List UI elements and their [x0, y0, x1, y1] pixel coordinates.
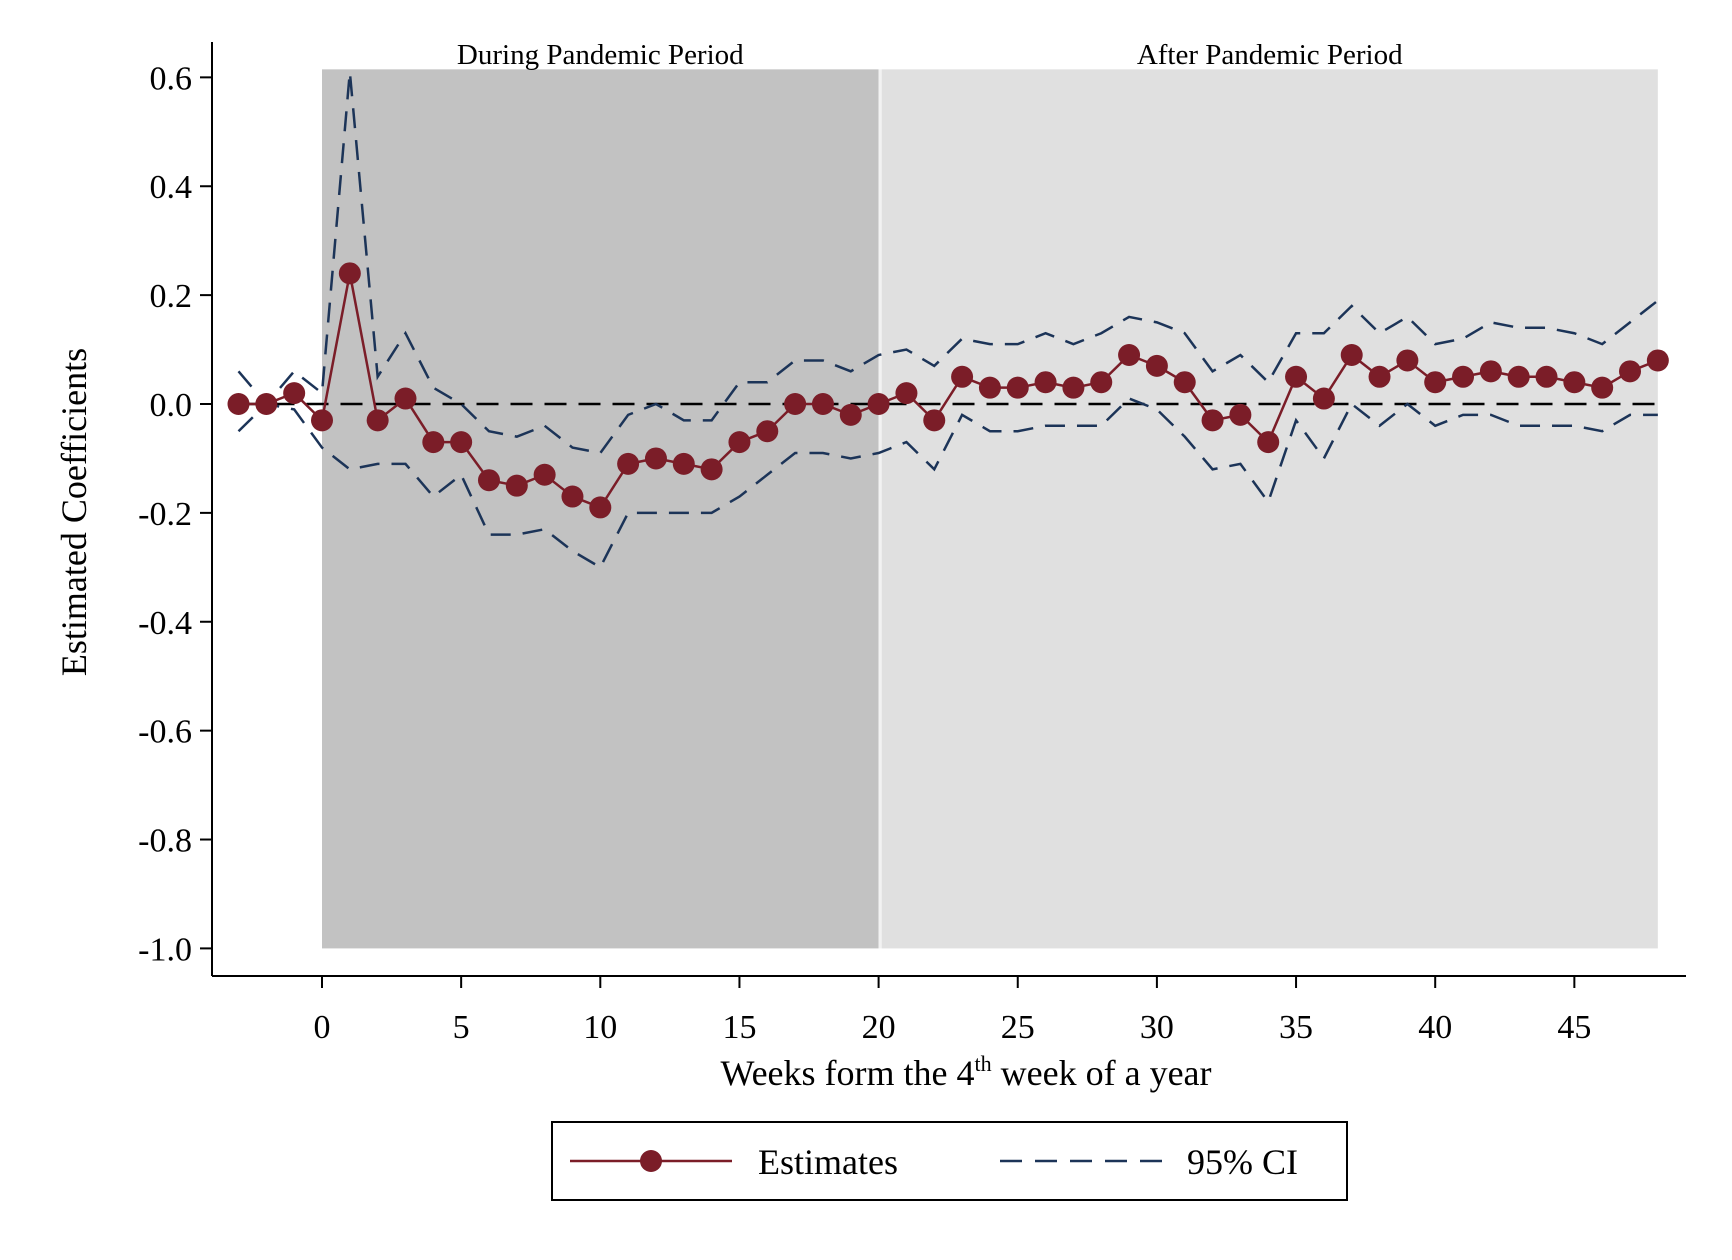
axes [211, 42, 1686, 977]
estimate-point [1006, 376, 1029, 399]
y-tick-label: 0.4 [150, 169, 193, 206]
period-shading [322, 69, 1658, 949]
estimate-point [1285, 365, 1308, 388]
ci-bands [237, 71, 1659, 570]
estimate-point [700, 458, 723, 481]
estimate-point [255, 393, 278, 415]
estimate-point [617, 452, 640, 475]
estimate-point [422, 431, 445, 454]
estimate-point [1452, 365, 1475, 388]
x-tick-label: 40 [1418, 1009, 1452, 1046]
estimate-point [1535, 365, 1558, 388]
legend: Estimates 95% CI [551, 1121, 1348, 1201]
y-axis-label: Estimated Coefficients [54, 348, 94, 676]
estimates-series [227, 262, 1669, 519]
x-tick-label: 10 [583, 1009, 617, 1046]
estimate-point [1257, 431, 1280, 454]
estimate-point [978, 376, 1001, 399]
estimate-point [283, 382, 306, 405]
estimate-point [1619, 360, 1642, 383]
estimate-point [951, 365, 974, 388]
x-ticks: 0 5 10 15 20 25 30 35 40 45 [314, 976, 1591, 1046]
legend-label-estimates: Estimates [758, 1142, 898, 1182]
legend-estimates-marker [640, 1150, 662, 1172]
estimate-point [811, 393, 834, 415]
estimate-point [1396, 349, 1419, 372]
period-labels: During Pandemic Period After Pandemic Per… [457, 39, 1403, 71]
estimate-point [1507, 365, 1530, 388]
y-tick-label: -0.8 [138, 823, 192, 860]
x-tick-label: 15 [722, 1009, 756, 1046]
estimate-point [338, 262, 361, 285]
estimate-point [895, 382, 918, 405]
x-tick-label: 30 [1140, 1009, 1174, 1046]
y-tick-label: -0.6 [138, 714, 192, 751]
estimate-point [728, 431, 751, 454]
estimate-point [756, 420, 779, 443]
estimate-point [505, 474, 528, 497]
estimate-point [1591, 376, 1614, 399]
estimate-point [1062, 376, 1085, 399]
estimate-point [644, 447, 667, 470]
estimate-point [1563, 371, 1586, 394]
estimate-point [311, 409, 333, 432]
x-axis-label-rest: week of a year [992, 1053, 1212, 1093]
estimate-point [227, 393, 250, 415]
x-tick-label: 5 [453, 1009, 470, 1046]
x-axis-label-superscript: th [975, 1051, 992, 1076]
estimate-point [923, 409, 946, 432]
estimate-point [1090, 371, 1113, 394]
x-axis-label: Weeks form the 4th week of a year [720, 1051, 1211, 1093]
ci-lower-line [237, 397, 1658, 570]
y-tick-label: 0.0 [150, 387, 193, 424]
x-tick-label: 35 [1279, 1009, 1313, 1046]
y-tick-label: -1.0 [138, 931, 192, 968]
estimate-point [1229, 403, 1252, 426]
estimate-point [1479, 360, 1502, 383]
estimate-point [1312, 387, 1335, 410]
estimates-line [238, 273, 1659, 509]
estimate-point [1034, 371, 1057, 394]
y-tick-label: 0.2 [150, 278, 193, 315]
estimate-point [1145, 354, 1168, 377]
estimate-point [672, 452, 695, 475]
x-tick-label: 45 [1557, 1009, 1591, 1046]
ci-upper-line [237, 71, 1659, 455]
estimate-point [1340, 344, 1363, 367]
x-tick-label: 25 [1001, 1009, 1035, 1046]
y-tick-label: -0.2 [138, 496, 192, 533]
estimate-point [1368, 365, 1391, 388]
estimate-point [366, 409, 389, 432]
estimate-point [1173, 371, 1196, 394]
estimate-point [867, 393, 890, 415]
estimate-point [784, 393, 807, 415]
estimate-point [533, 463, 556, 486]
y-ticks: 0.6 0.4 0.2 0.0 -0.2 -0.4 -0.6 -0.8 -1.0 [138, 60, 212, 968]
estimate-point [477, 469, 500, 492]
estimate-point [1424, 371, 1447, 394]
x-axis-label-main: Weeks form the 4 [720, 1053, 974, 1093]
estimate-point [394, 387, 417, 410]
x-tick-label: 20 [862, 1009, 896, 1046]
estimate-point [589, 496, 612, 519]
period-label-1: After Pandemic Period [1137, 39, 1403, 71]
estimate-point [839, 403, 862, 426]
x-tick-label: 0 [314, 1009, 331, 1046]
period-band-1 [881, 69, 1658, 949]
legend-label-ci: 95% CI [1187, 1142, 1298, 1182]
period-label-0: During Pandemic Period [457, 39, 744, 71]
estimate-point [1646, 349, 1669, 372]
y-tick-label: 0.6 [150, 60, 193, 97]
estimate-point [561, 485, 584, 508]
y-tick-label: -0.4 [138, 605, 192, 642]
estimate-point [1118, 344, 1141, 367]
estimate-point [1201, 409, 1224, 432]
estimate-point [450, 431, 473, 454]
